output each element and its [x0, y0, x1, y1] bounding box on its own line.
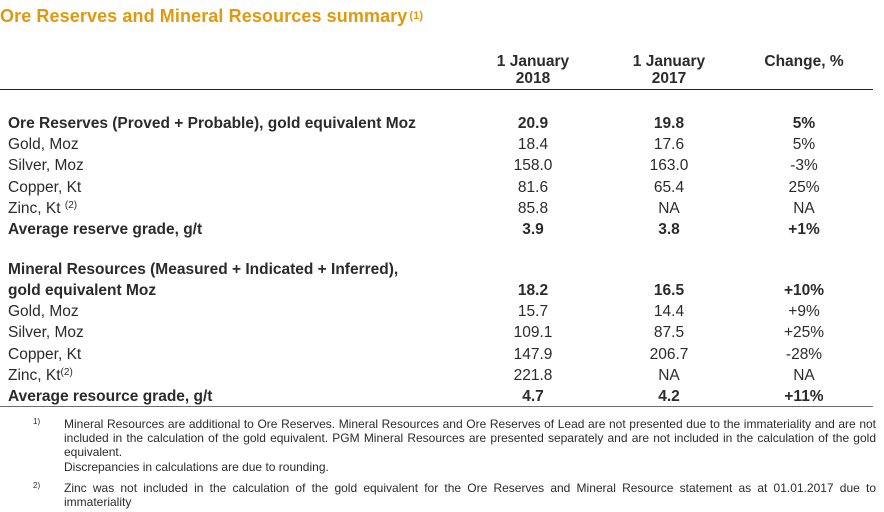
row-label-text: Ore Reserves (Proved + Probable), gold e… — [8, 115, 416, 132]
table-row: Silver, Moz 109.1 87.5 +25% — [0, 322, 884, 343]
row-label: Zinc, Kt (2) — [8, 198, 77, 221]
row-label: Zinc, Kt(2) — [8, 365, 73, 388]
value-2018: 20.9 — [517, 115, 549, 132]
row-label: Gold, Moz — [8, 301, 79, 324]
value-2017: 3.8 — [658, 221, 680, 238]
value-2018: 158.0 — [513, 157, 553, 175]
row-label-text: Zinc, Kt — [8, 366, 61, 384]
table-row: Zinc, Kt (2) 85.8 NA NA — [0, 198, 884, 219]
row-label-text: Copper, Kt — [8, 345, 82, 363]
row-label-text: gold equivalent Moz — [8, 282, 157, 299]
column-header-change-line1: Change, % — [764, 53, 844, 70]
value-2018: 147.9 — [513, 345, 553, 363]
table-row: Gold, Moz 15.7 14.4 +9% — [0, 301, 884, 322]
mineral-resources-heading-text: Mineral Resources (Measured + Indicated … — [8, 261, 399, 278]
row-label-text: Zinc, Kt — [8, 199, 65, 217]
row-label-text: Copper, Kt — [8, 178, 82, 196]
value-change: +1% — [788, 221, 820, 238]
value-2017: 16.5 — [653, 282, 685, 299]
row-footnote-ref: (2) — [60, 366, 73, 378]
row-label-text: Silver, Moz — [8, 157, 84, 175]
row-label: Silver, Moz — [8, 322, 84, 345]
table-row: Gold, Moz 18.4 17.6 5% — [0, 134, 884, 155]
value-2017: 19.8 — [653, 115, 685, 132]
footnote-1-mark: 1) — [33, 417, 41, 426]
row-label: Silver, Moz — [8, 155, 84, 178]
row-label: Gold, Moz — [8, 134, 79, 157]
value-2018: 81.6 — [517, 178, 549, 196]
column-header-2017: 1 January 2017 — [610, 53, 728, 87]
row-label-text: Average reserve grade, g/t — [8, 221, 203, 238]
row-label-text: Silver, Moz — [8, 324, 84, 342]
value-change: -3% — [790, 157, 818, 175]
value-2017: NA — [658, 199, 680, 217]
value-change: -28% — [785, 345, 823, 363]
value-2017: 163.0 — [649, 157, 689, 175]
table-row: Average resource grade, g/t 4.7 4.2 +11% — [0, 386, 884, 407]
row-label-text: Gold, Moz — [8, 136, 79, 154]
value-2018: 18.2 — [517, 282, 549, 299]
value-2018: 221.8 — [513, 366, 553, 384]
value-change: +10% — [783, 282, 825, 299]
header-divider — [0, 89, 873, 90]
table-bottom-divider — [0, 406, 873, 407]
row-label: Average reserve grade, g/t — [8, 219, 202, 242]
value-change: NA — [793, 199, 815, 217]
column-header-2017-line1: 1 January — [632, 53, 706, 70]
title-text: Ore Reserves and Mineral Resources summa… — [0, 6, 408, 26]
value-2017: NA — [658, 366, 680, 384]
value-2018: 18.4 — [517, 136, 549, 154]
value-2018: 4.7 — [522, 388, 544, 405]
table-row: Copper, Kt 81.6 65.4 25% — [0, 177, 884, 198]
footnote-1-extra: Discrepancies in calculations are due to… — [64, 459, 329, 474]
value-2017: 206.7 — [649, 345, 689, 363]
row-label-text: Gold, Moz — [8, 303, 79, 321]
table-row: Ore Reserves (Proved + Probable), gold e… — [0, 113, 884, 134]
value-change: +25% — [783, 324, 825, 342]
column-header-change: Change, % — [745, 53, 863, 70]
column-header-2018: 1 January 2018 — [474, 53, 592, 87]
value-2017: 4.2 — [658, 388, 680, 405]
footnote-2-mark: 2) — [33, 481, 41, 490]
row-label: Copper, Kt — [8, 177, 81, 200]
value-change: 5% — [792, 115, 816, 132]
row-label: Average resource grade, g/t — [8, 386, 212, 409]
title-footnote-ref: (1) — [409, 10, 424, 22]
column-header-2017-line2: 2017 — [651, 70, 687, 87]
row-footnote-ref: (2) — [64, 199, 78, 211]
value-2018: 109.1 — [513, 324, 553, 342]
table-row: Silver, Moz 158.0 163.0 -3% — [0, 155, 884, 176]
row-label: gold equivalent Moz — [8, 280, 156, 303]
value-change: +9% — [788, 303, 820, 321]
row-label: Copper, Kt — [8, 344, 81, 367]
value-change: NA — [793, 366, 815, 384]
table-row: Copper, Kt 147.9 206.7 -28% — [0, 344, 884, 365]
value-change: +11% — [784, 388, 824, 405]
row-label: Ore Reserves (Proved + Probable), gold e… — [8, 113, 416, 136]
value-2017: 87.5 — [653, 324, 685, 342]
value-2018: 15.7 — [517, 303, 549, 321]
table-row: Average reserve grade, g/t 3.9 3.8 +1% — [0, 219, 884, 240]
table-row: gold equivalent Moz 18.2 16.5 +10% — [0, 280, 884, 301]
value-2017: 14.4 — [653, 303, 685, 321]
footnote-1-body: Mineral Resources are additional to Ore … — [64, 417, 876, 474]
value-change: 25% — [788, 178, 820, 196]
page-title: Ore Reserves and Mineral Resources summa… — [0, 6, 423, 27]
column-header-2018-line1: 1 January — [496, 53, 570, 70]
row-label-text: Average resource grade, g/t — [8, 388, 213, 405]
value-2018: 85.8 — [517, 199, 549, 217]
mineral-resources-heading: Mineral Resources (Measured + Indicated … — [0, 259, 884, 280]
footnote-1-text: Mineral Resources are additional to Ore … — [64, 417, 876, 460]
column-header-2018-line2: 2018 — [515, 70, 551, 87]
value-2017: 65.4 — [653, 178, 685, 196]
footnote-2-text: Zinc was not included in the calculation… — [64, 481, 876, 510]
table-row: Zinc, Kt(2) 221.8 NA NA — [0, 365, 884, 386]
value-2017: 17.6 — [653, 136, 685, 154]
value-2018: 3.9 — [522, 221, 544, 238]
value-change: 5% — [792, 136, 816, 154]
